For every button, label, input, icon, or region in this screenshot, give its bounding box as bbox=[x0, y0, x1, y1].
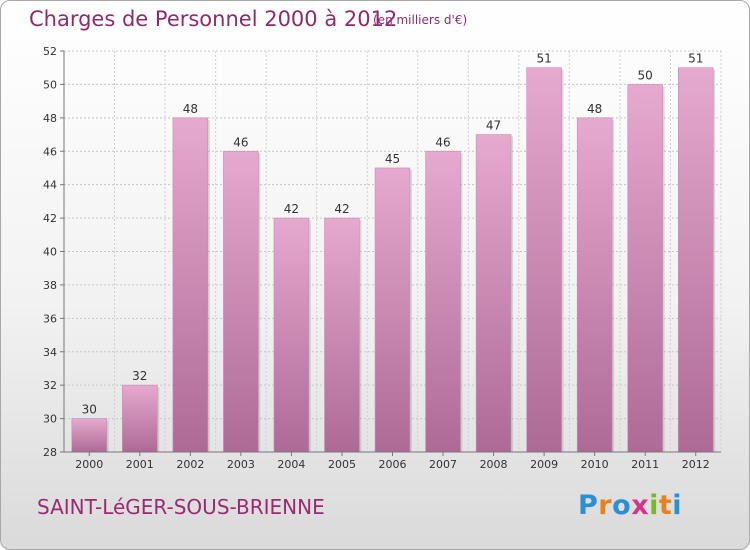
y-tick-label: 28 bbox=[43, 446, 57, 459]
chart-subtitle: (en milliers d'€) bbox=[373, 13, 468, 27]
bar-value-label: 50 bbox=[638, 68, 653, 82]
bar bbox=[122, 384, 158, 453]
x-tick-label: 2011 bbox=[631, 458, 659, 471]
x-tick-label: 2005 bbox=[328, 458, 356, 471]
y-tick-label: 32 bbox=[43, 379, 57, 392]
x-tick-label: 2002 bbox=[176, 458, 204, 471]
logo-letter: P bbox=[578, 490, 599, 521]
y-tick-label: 38 bbox=[43, 279, 57, 292]
x-tick-label: 2009 bbox=[530, 458, 558, 471]
logo-letter: r bbox=[598, 490, 613, 521]
x-tick-label: 2000 bbox=[75, 458, 103, 471]
bar bbox=[223, 150, 259, 453]
bar bbox=[627, 84, 663, 453]
logo-letter: x bbox=[631, 490, 650, 521]
proxiti-logo: Proxiti bbox=[578, 490, 682, 521]
bar-value-label: 30 bbox=[82, 403, 97, 417]
x-tick-label: 2004 bbox=[277, 458, 305, 471]
commune-name: SAINT-LéGER-SOUS-BRIENNE bbox=[37, 495, 325, 519]
y-tick-label: 48 bbox=[43, 112, 57, 125]
bar-layer bbox=[71, 67, 716, 453]
bar-value-label: 46 bbox=[435, 135, 450, 149]
y-tick-label: 36 bbox=[43, 312, 57, 325]
y-tick-label: 42 bbox=[43, 212, 57, 225]
y-tick-label: 34 bbox=[43, 346, 57, 359]
bar-value-label: 48 bbox=[587, 102, 602, 116]
y-tick-label: 50 bbox=[43, 78, 57, 91]
bar-value-label: 42 bbox=[334, 202, 349, 216]
bar-value-label: 42 bbox=[284, 202, 299, 216]
bar-value-label: 51 bbox=[688, 52, 703, 66]
bar-value-label: 45 bbox=[385, 152, 400, 166]
bar bbox=[374, 167, 411, 453]
bar-value-label: 32 bbox=[132, 369, 147, 383]
y-tick-label: 40 bbox=[43, 246, 57, 259]
bar bbox=[273, 217, 310, 453]
x-tick-label: 2007 bbox=[429, 458, 457, 471]
label-layer: 28 30 32 34 36 38 40 42 44 46 48 50 52 30 2000 32 2001 48… bbox=[43, 45, 710, 471]
y-tick-label: 44 bbox=[43, 179, 57, 192]
x-tick-label: 2012 bbox=[682, 458, 710, 471]
bar bbox=[71, 418, 108, 453]
x-tick-label: 2001 bbox=[126, 458, 154, 471]
bar bbox=[526, 67, 562, 453]
bar-value-label: 47 bbox=[486, 119, 501, 133]
logo-letter: i bbox=[672, 490, 683, 521]
x-tick-label: 2010 bbox=[581, 458, 609, 471]
x-tick-label: 2003 bbox=[227, 458, 255, 471]
bar-value-label: 48 bbox=[183, 102, 198, 116]
bar bbox=[172, 117, 209, 453]
x-tick-label: 2006 bbox=[379, 458, 407, 471]
bar bbox=[425, 150, 461, 453]
x-tick-label: 2008 bbox=[480, 458, 508, 471]
bar-value-label: 46 bbox=[233, 135, 248, 149]
y-tick-label: 30 bbox=[43, 413, 57, 426]
bar bbox=[576, 117, 613, 453]
chart-title: Charges de Personnel 2000 à 2012 bbox=[29, 7, 398, 31]
bar bbox=[677, 67, 714, 453]
bar bbox=[475, 134, 512, 453]
logo-letter: t bbox=[658, 490, 673, 521]
axis-layer bbox=[60, 50, 721, 456]
y-tick-label: 52 bbox=[43, 45, 57, 58]
bar-value-label: 51 bbox=[536, 52, 551, 66]
bar bbox=[324, 217, 360, 453]
logo-letter: i bbox=[649, 490, 659, 521]
y-tick-label: 46 bbox=[43, 145, 57, 158]
logo-letter: o bbox=[612, 490, 632, 521]
